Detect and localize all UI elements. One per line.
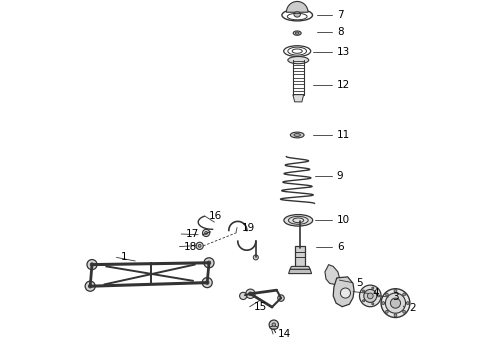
Wedge shape xyxy=(286,1,308,12)
Circle shape xyxy=(377,295,380,297)
Circle shape xyxy=(90,263,94,266)
Text: 10: 10 xyxy=(337,215,350,225)
Text: 4: 4 xyxy=(373,288,379,298)
Ellipse shape xyxy=(288,57,309,64)
Circle shape xyxy=(394,314,397,317)
Polygon shape xyxy=(289,269,312,274)
Bar xyxy=(295,246,305,269)
Circle shape xyxy=(368,293,373,299)
Text: 12: 12 xyxy=(337,80,350,90)
Circle shape xyxy=(363,290,365,292)
Circle shape xyxy=(87,260,97,270)
Circle shape xyxy=(364,289,377,302)
Text: 6: 6 xyxy=(337,242,343,252)
Text: 5: 5 xyxy=(357,278,363,288)
Text: 8: 8 xyxy=(337,27,343,37)
Ellipse shape xyxy=(284,215,313,226)
Polygon shape xyxy=(325,265,339,284)
Circle shape xyxy=(386,293,406,313)
Circle shape xyxy=(363,300,365,302)
Polygon shape xyxy=(333,277,354,307)
Circle shape xyxy=(88,284,92,288)
Polygon shape xyxy=(290,266,310,269)
Circle shape xyxy=(245,289,255,298)
Circle shape xyxy=(403,310,406,313)
Circle shape xyxy=(372,303,374,305)
Text: 11: 11 xyxy=(337,130,350,140)
Text: 9: 9 xyxy=(337,171,343,181)
Circle shape xyxy=(360,285,381,307)
Circle shape xyxy=(394,289,397,292)
Circle shape xyxy=(403,293,406,296)
Text: 2: 2 xyxy=(409,303,416,313)
Circle shape xyxy=(198,244,201,247)
Circle shape xyxy=(272,323,275,327)
Circle shape xyxy=(202,278,212,288)
Circle shape xyxy=(386,310,388,313)
Circle shape xyxy=(207,261,211,265)
Circle shape xyxy=(269,320,278,329)
Circle shape xyxy=(240,292,247,300)
Circle shape xyxy=(253,255,258,260)
Text: 17: 17 xyxy=(186,229,199,239)
Ellipse shape xyxy=(294,134,300,136)
Circle shape xyxy=(205,281,209,284)
Text: 1: 1 xyxy=(121,252,127,262)
Circle shape xyxy=(204,258,214,268)
Ellipse shape xyxy=(293,31,301,35)
Circle shape xyxy=(406,302,409,305)
Text: 15: 15 xyxy=(254,302,267,312)
Circle shape xyxy=(382,302,385,305)
Text: 16: 16 xyxy=(209,211,222,221)
Circle shape xyxy=(278,295,284,301)
Text: 14: 14 xyxy=(277,329,291,339)
Circle shape xyxy=(381,289,410,318)
Polygon shape xyxy=(293,95,304,102)
Circle shape xyxy=(202,229,210,237)
Text: 7: 7 xyxy=(337,10,343,20)
Text: 18: 18 xyxy=(184,242,197,252)
Text: 3: 3 xyxy=(392,292,399,302)
Circle shape xyxy=(196,242,203,249)
Text: 19: 19 xyxy=(242,222,255,233)
Circle shape xyxy=(205,231,208,234)
Circle shape xyxy=(341,288,350,298)
Ellipse shape xyxy=(291,132,304,138)
Circle shape xyxy=(85,281,95,291)
Circle shape xyxy=(391,298,400,308)
Circle shape xyxy=(372,287,374,289)
Circle shape xyxy=(248,292,252,296)
Text: 13: 13 xyxy=(337,47,350,57)
Circle shape xyxy=(386,293,388,296)
Ellipse shape xyxy=(294,12,300,17)
Ellipse shape xyxy=(295,32,299,34)
Ellipse shape xyxy=(270,326,278,329)
